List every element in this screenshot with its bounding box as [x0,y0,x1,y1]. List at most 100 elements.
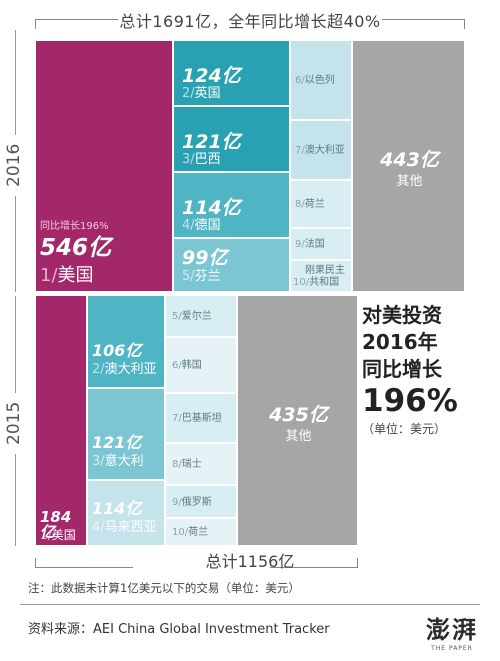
year-line-2015-bottom [15,454,16,546]
cell-2016-rank2-label-country: 英国 [194,86,221,101]
cell-2015-rank5: 5/爱尔兰 [165,295,237,337]
year-label-2016: 2016 [4,143,24,187]
bottom-total-label: 总计1156亿 [205,552,295,571]
cell-2016-rank3-label-rank: 3/ [182,152,195,167]
cell-2015-rank2-label-country: 澳大利亚 [104,362,157,377]
cell-2016-rank7-label-rank: 7/ [295,145,305,156]
cell-2015-rank8-label-country: 瑞士 [181,459,202,470]
cell-2015-rank6-label-country: 韩国 [181,360,202,371]
cell-2015-rank8-label: 8/瑞士 [172,459,202,471]
top-bracket-left [35,19,118,29]
cell-2015-rank8-label-rank: 8/ [172,459,182,470]
year-line-2016-top [15,30,16,135]
cell-2015-other-label: 其他 [285,429,312,444]
cell-2016-us-value: 546亿 [40,235,112,261]
cell-2015-us-label: 1/美国 [40,528,76,542]
cell-2016-rank2-label: 2/英国 [182,86,221,102]
cell-2015-rank4: 114亿 4/马来西亚 [87,480,165,546]
cell-2015-rank3-label-rank: 3/ [92,454,105,469]
cell-2016-rank4-label: 4/德国 [182,218,221,234]
cell-2016-us-growth: 同比增长196% [40,221,109,232]
cell-2016-us-label-country: 美国 [57,265,94,286]
cell-2015-rank10-label: 10/荷兰 [172,527,208,539]
footnote: 注：此数据未计算1亿美元以下的交易（单位：美元） [28,581,300,595]
cell-2016-rank10-rank: 10/ [293,277,310,288]
cell-2015-rank5-label-rank: 5/ [172,311,182,322]
cell-2016-rank2-label-rank: 2/ [182,86,195,101]
cell-2016-rank3-label-country: 巴西 [194,152,221,167]
cell-2016-rank9: 9/法国 [290,228,352,260]
cell-2016-rank5-label-rank: 5/ [182,269,195,284]
cell-2015-rank7-label-country: 巴基斯坦 [181,413,222,424]
cell-2016-rank9-label: 9/法国 [295,239,325,251]
cell-2016-rank2-value: 124亿 [182,65,241,87]
cell-2015-rank3: 121亿 3/意大利 [87,388,165,480]
brand-name: 澎湃 [426,615,478,644]
cell-2016-rank10: 刚果民主 10/共和国 [290,260,352,292]
cell-2015-rank4-label-country: 马来西亚 [104,520,157,535]
cell-2015-us: 184亿 1/美国 [35,295,87,546]
cell-2016-rank8-label: 8/荷兰 [295,199,325,211]
cell-2015-rank6-label-rank: 6/ [172,360,182,371]
cell-2015-rank9: 9/俄罗斯 [165,485,237,518]
year-line-2015-top [15,296,16,393]
cell-2016-rank9-label-rank: 9/ [295,239,305,250]
cell-2015-rank8: 8/瑞士 [165,443,237,485]
cell-2016-rank10-line2: 10/共和国 [293,277,339,289]
cell-2015-rank2-label: 2/澳大利亚 [92,362,157,378]
cell-2015-us-value: 184亿 [40,508,72,541]
cell-2016-rank3-label: 3/巴西 [182,152,221,168]
cell-2015-rank7-label-rank: 7/ [172,413,182,424]
cell-2016-rank5: 99亿 5/芬兰 [173,238,290,292]
cell-2016-rank10-line1: 刚果民主 [305,265,345,276]
headline-line3: 同比增长 [362,357,442,381]
cell-2015-rank4-label-rank: 4/ [92,520,105,535]
top-bracket-right [382,19,465,29]
cell-2015-us-label-country: 美国 [51,528,76,542]
cell-2016-rank5-label: 5/芬兰 [182,269,221,285]
cell-2015-rank6: 6/韩国 [165,337,237,393]
source-text: 资料来源：AEI China Global Investment Tracker [28,622,330,637]
bottom-bracket-left [35,558,133,568]
cell-2015-rank3-label-country: 意大利 [104,454,144,469]
cell-2015-rank2-value: 106亿 [92,341,142,360]
headline-line2: 2016年 [362,330,438,354]
cell-2015-rank5-label-country: 爱尔兰 [181,311,212,322]
cell-2016-rank8: 8/荷兰 [290,180,352,228]
top-total-label: 总计1691亿，全年同比增长超40% [119,12,381,31]
headline-unit: （单位：美元） [362,422,447,437]
cell-2016-rank6: 6/以色列 [290,40,352,120]
cell-2016-rank7-label-country: 澳大利亚 [304,145,345,156]
cell-2015-rank9-label-rank: 9/ [172,496,182,508]
cell-2016-rank4-value: 114亿 [182,197,241,219]
brand-sub: THE PAPER [431,645,473,652]
cell-2016-rank4-label-country: 德国 [194,218,221,233]
cell-2016-rank3-value: 121亿 [182,131,241,153]
cell-2016-us: 同比增长196% 546亿 1/美国 [35,40,173,292]
bottom-bracket-right [270,558,358,568]
cell-2016-us-label-rank: 1/ [40,265,58,286]
cell-2016-rank8-label-rank: 8/ [295,199,305,210]
cell-2015-other-value: 435亿 [269,404,328,426]
cell-2015-rank2-label-rank: 2/ [92,362,105,377]
cell-2015-rank6-label: 6/韩国 [172,360,202,372]
cell-2016-rank10-country: 共和国 [309,277,340,288]
cell-2016-rank4: 114亿 4/德国 [173,172,290,238]
cell-2015-rank2: 106亿 2/澳大利亚 [87,295,165,388]
cell-2015-rank9-label: 9/俄罗斯 [172,497,212,509]
cell-2015-rank10-label-rank: 10/ [172,527,189,538]
cell-2015-rank7-label: 7/巴基斯坦 [172,413,222,425]
year-label-2015: 2015 [4,401,24,445]
cell-2015-other: 435亿其他 [237,295,358,546]
headline-line1: 对美投资 [362,303,442,327]
cell-2016-rank6-label: 6/以色列 [295,75,335,87]
cell-2016-rank5-value: 99亿 [182,247,228,269]
cell-2016-rank9-label-country: 法国 [304,239,325,250]
cell-2015-us-label-rank: 1/ [40,528,52,542]
cell-2015-rank9-label-country: 俄罗斯 [181,496,212,508]
cell-2015-rank3-value: 121亿 [92,433,142,452]
cell-2016-other: 443亿 其他 [352,40,465,292]
cell-2016-rank7: 7/澳大利亚 [290,120,352,180]
cell-2016-us-label: 1/美国 [40,265,94,287]
footer-separator [20,604,480,605]
